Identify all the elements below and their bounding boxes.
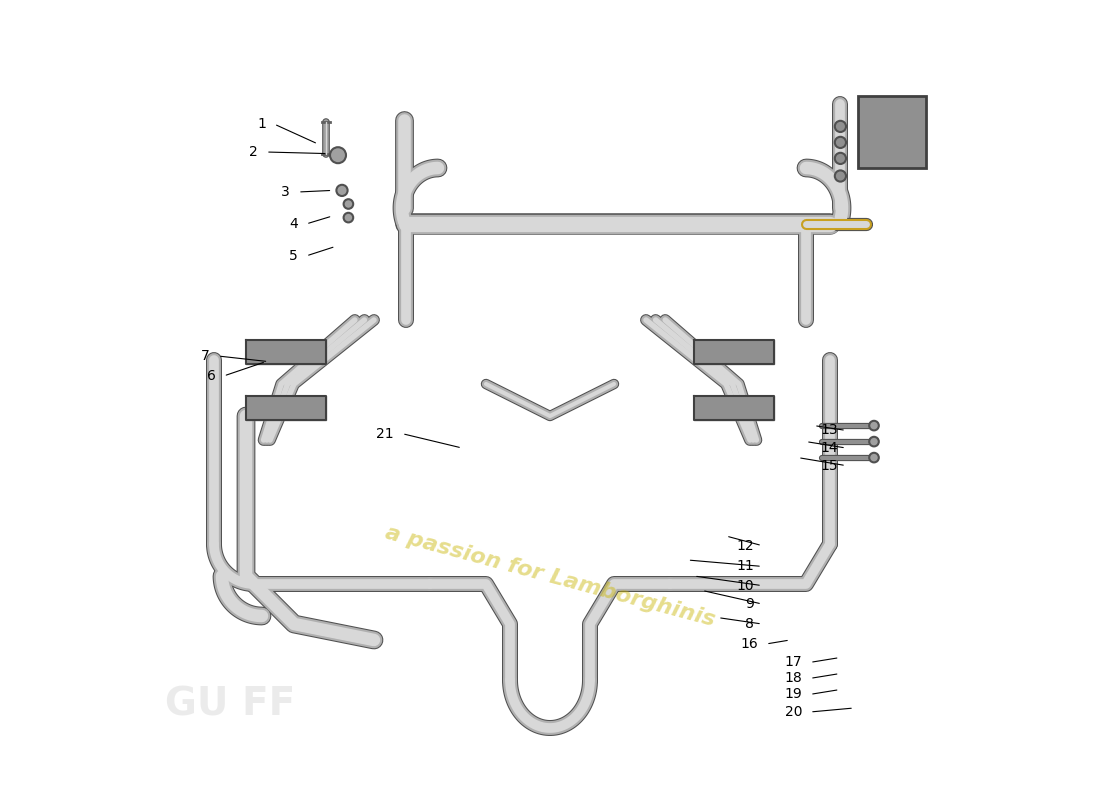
Text: 8: 8 <box>745 617 754 631</box>
Text: a passion for Lamborghinis: a passion for Lamborghinis <box>383 522 717 630</box>
Text: 4: 4 <box>289 217 298 231</box>
Circle shape <box>835 153 846 164</box>
Text: 18: 18 <box>784 671 802 686</box>
FancyBboxPatch shape <box>858 96 926 168</box>
Text: 16: 16 <box>740 637 758 651</box>
Text: 11: 11 <box>736 559 754 574</box>
Text: 9: 9 <box>745 597 754 611</box>
Circle shape <box>343 213 353 222</box>
Text: 21: 21 <box>376 426 394 441</box>
Circle shape <box>835 121 846 132</box>
Text: 3: 3 <box>282 185 290 199</box>
Text: 5: 5 <box>289 249 298 263</box>
Circle shape <box>835 137 846 148</box>
Text: 6: 6 <box>207 369 216 383</box>
Text: 20: 20 <box>784 705 802 719</box>
Text: GU FF: GU FF <box>165 685 295 723</box>
Circle shape <box>869 421 879 430</box>
Text: 19: 19 <box>784 687 802 702</box>
Text: 10: 10 <box>736 578 754 593</box>
Text: 12: 12 <box>736 538 754 553</box>
Circle shape <box>343 199 353 209</box>
Circle shape <box>337 185 348 196</box>
Text: 14: 14 <box>821 441 838 455</box>
Circle shape <box>835 170 846 182</box>
Text: 7: 7 <box>201 349 210 363</box>
Text: 13: 13 <box>821 423 838 438</box>
Text: 2: 2 <box>250 145 258 159</box>
Text: 17: 17 <box>784 655 802 670</box>
Circle shape <box>330 147 346 163</box>
Circle shape <box>869 453 879 462</box>
Text: 1: 1 <box>257 117 266 131</box>
Text: 15: 15 <box>821 458 838 473</box>
Circle shape <box>869 437 879 446</box>
